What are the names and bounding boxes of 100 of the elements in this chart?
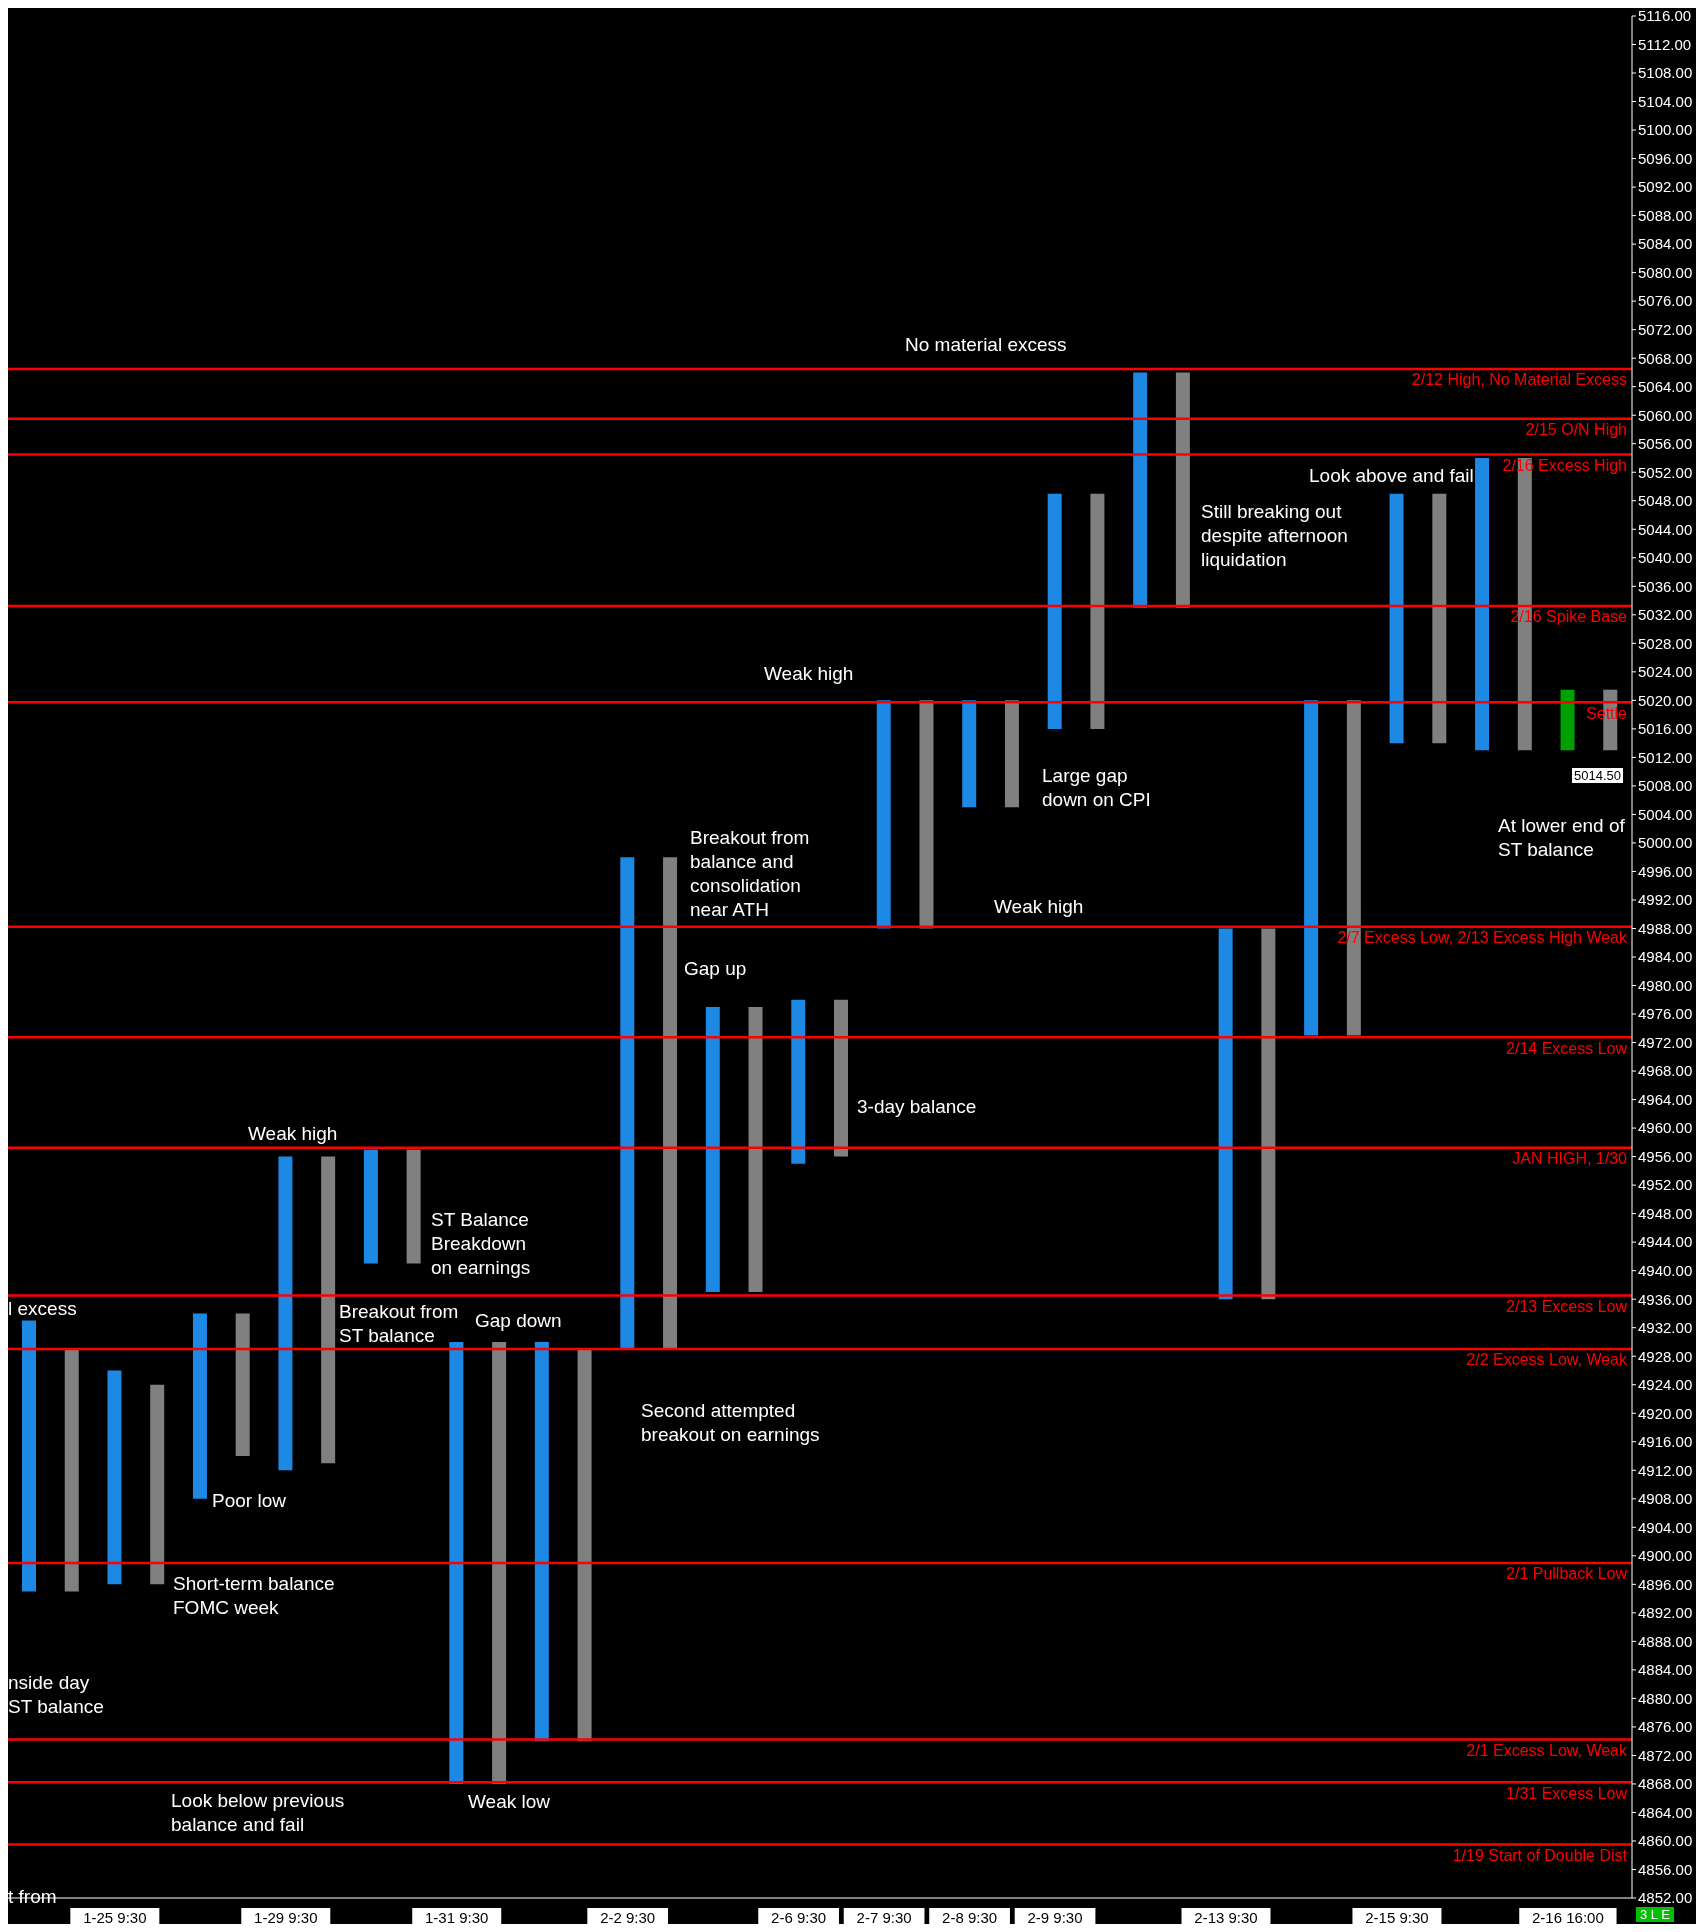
annotation: Poor low <box>212 1489 286 1513</box>
y-tick-label: 5036.00 <box>1638 577 1693 595</box>
annotation: ST Balance Breakdown on earnings <box>431 1208 531 1280</box>
ref-line-label: 2/13 Excess Low <box>1506 1297 1628 1315</box>
y-tick-label: 4852.00 <box>1638 1889 1693 1907</box>
y-tick-label: 4904.00 <box>1638 1518 1693 1536</box>
y-tick-label: 4900.00 <box>1638 1547 1693 1565</box>
bar <box>492 1341 507 1784</box>
bar <box>1004 700 1019 808</box>
y-tick-label: 4892.00 <box>1638 1604 1693 1622</box>
x-tick-label: 2-8 9:30 <box>942 1909 998 1926</box>
y-tick-label: 5056.00 <box>1638 435 1693 453</box>
y-tick-label: 5104.00 <box>1638 92 1693 110</box>
y-tick-label: 4936.00 <box>1638 1290 1693 1308</box>
y-tick-label: 5004.00 <box>1638 805 1693 823</box>
y-tick-label: 4896.00 <box>1638 1575 1693 1593</box>
y-tick-label: 5092.00 <box>1638 178 1693 196</box>
bar <box>1090 493 1105 729</box>
y-tick-label: 4860.00 <box>1638 1832 1693 1850</box>
y-tick-label: 4856.00 <box>1638 1860 1693 1878</box>
annotation: At lower end of ST balance <box>1498 814 1625 862</box>
bar <box>64 1349 79 1592</box>
y-tick-label: 4888.00 <box>1638 1632 1693 1650</box>
ref-line-label: 2/1 Pullback Low <box>1506 1565 1628 1583</box>
annotation: Still breaking out despite afternoon liquidation <box>1201 500 1348 572</box>
annotation: Breakout from ST balance <box>339 1300 459 1348</box>
bar <box>748 1006 763 1293</box>
y-tick-label: 5080.00 <box>1638 263 1693 281</box>
y-tick-label: 5088.00 <box>1638 206 1693 224</box>
bar <box>1389 493 1404 744</box>
y-tick-label: 4872.00 <box>1638 1746 1693 1764</box>
ref-line-label: 2/12 High, No Material Excess <box>1411 371 1627 389</box>
y-tick-label: 5064.00 <box>1638 378 1693 396</box>
y-tick-label: 4996.00 <box>1638 862 1693 880</box>
bar <box>321 1156 336 1464</box>
y-tick-label: 5068.00 <box>1638 349 1693 367</box>
x-tick-label: 1-31 9:30 <box>425 1909 489 1926</box>
y-tick-label: 4992.00 <box>1638 891 1693 909</box>
annotation: Weak low <box>468 1790 551 1814</box>
annotation: Breakout from balance and consolidation near ATH <box>690 826 810 922</box>
ref-line-label: 2/16 Excess High <box>1502 456 1627 474</box>
y-tick-label: 5060.00 <box>1638 406 1693 424</box>
y-tick-label: 4944.00 <box>1638 1233 1693 1251</box>
bar <box>1432 493 1447 744</box>
x-tick-label: 2-16 16:00 <box>1532 1909 1604 1926</box>
bar <box>449 1341 464 1784</box>
y-tick-label: 5084.00 <box>1638 235 1693 253</box>
y-tick-label: 4960.00 <box>1638 1119 1693 1137</box>
bar <box>235 1313 250 1457</box>
bar <box>107 1370 122 1585</box>
y-tick-label: 5028.00 <box>1638 634 1693 652</box>
bar <box>962 700 977 808</box>
y-tick-label: 4948.00 <box>1638 1204 1693 1222</box>
bar <box>1175 372 1190 608</box>
bar <box>1047 493 1062 729</box>
bar <box>22 1320 36 1592</box>
y-tick-label: 5112.00 <box>1638 35 1692 53</box>
bar <box>1560 689 1575 751</box>
y-tick-label: 4876.00 <box>1638 1718 1693 1736</box>
y-tick-label: 5116.00 <box>1638 7 1692 25</box>
x-tick-label: 2-9 9:30 <box>1027 1909 1083 1926</box>
y-tick-label: 4928.00 <box>1638 1347 1693 1365</box>
annotation: Look below previous balance and fail <box>171 1789 345 1837</box>
annotation: Weak high <box>764 662 854 686</box>
y-tick-label: 4976.00 <box>1638 1005 1693 1023</box>
annotation: 5014.50 <box>1572 768 1623 783</box>
y-tick-label: 4916.00 <box>1638 1433 1693 1451</box>
ref-line-label: 2/2 Excess Low, Weak <box>1466 1351 1628 1369</box>
bar <box>705 1006 720 1293</box>
bar <box>791 999 806 1164</box>
y-tick-label: 4920.00 <box>1638 1404 1693 1422</box>
y-tick-label: 5020.00 <box>1638 691 1693 709</box>
annotation: Large gap down on CPI <box>1042 764 1151 812</box>
y-tick-label: 5012.00 <box>1638 748 1693 766</box>
x-tick-label: 1-25 9:30 <box>83 1909 147 1926</box>
bar <box>406 1149 421 1264</box>
y-tick-label: 4880.00 <box>1638 1689 1693 1707</box>
annotation: t from <box>8 1885 57 1909</box>
bar <box>1133 372 1148 608</box>
y-tick-label: 5024.00 <box>1638 663 1693 681</box>
y-tick-label: 5016.00 <box>1638 720 1693 738</box>
bar <box>150 1384 165 1585</box>
bar <box>1304 700 1319 1036</box>
y-tick-label: 4908.00 <box>1638 1490 1693 1508</box>
bar <box>834 999 848 1157</box>
y-tick-label: 4940.00 <box>1638 1261 1693 1279</box>
y-tick-label: 5096.00 <box>1638 149 1693 167</box>
y-tick-label: 5076.00 <box>1638 292 1693 310</box>
y-tick-label: 4968.00 <box>1638 1062 1693 1080</box>
ref-line-label: JAN HIGH, 1/30 <box>1512 1150 1628 1168</box>
ref-line-label: 2/16 Spike Base <box>1510 608 1628 626</box>
ref-line-label: 1/19 Start of Double Dist <box>1452 1846 1628 1864</box>
ref-line-label: 1/31 Excess Low <box>1506 1784 1628 1802</box>
y-tick-label: 4868.00 <box>1638 1775 1693 1793</box>
y-tick-label: 4912.00 <box>1638 1461 1693 1479</box>
annotation: nside day ST balance <box>8 1671 104 1719</box>
x-tick-label: 2-6 9:30 <box>771 1909 827 1926</box>
annotation: 3-day balance <box>857 1095 977 1119</box>
bar <box>192 1313 207 1499</box>
x-tick-label: 2-7 9:30 <box>856 1909 912 1926</box>
